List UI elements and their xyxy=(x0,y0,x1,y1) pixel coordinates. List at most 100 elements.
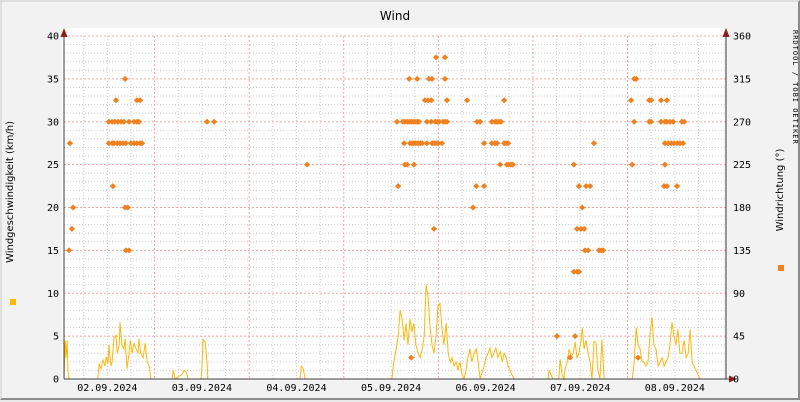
left-tick-label: 25 xyxy=(47,160,59,171)
left-axis-label: Windgeschwindigkeit (km/h) xyxy=(5,121,16,263)
right-tick-label: 45 xyxy=(733,332,745,343)
wind-direction-point xyxy=(122,140,130,147)
left-tick-label: 35 xyxy=(47,74,59,85)
x-axis-date-labels: 02.09.2024 03.09.2024 04.09.2024 05.09.2024… xyxy=(77,383,705,394)
left-tick-label: 20 xyxy=(47,203,59,214)
wind-direction-point xyxy=(629,161,636,168)
wind-direction-point xyxy=(681,118,688,125)
right-axis-label: Windrichtung (°) xyxy=(775,149,786,232)
wind-direction-point xyxy=(415,118,423,125)
wind-direction-point xyxy=(553,333,561,340)
wind-direction-point xyxy=(428,118,435,125)
wind-direction-point xyxy=(670,118,677,125)
wind-direction-point xyxy=(497,118,505,125)
date-label: 02.09.2024 xyxy=(77,383,137,394)
left-axis-arrow-icon xyxy=(60,28,68,37)
right-tick-label: 360 xyxy=(733,32,751,43)
wind-direction-point xyxy=(443,118,451,125)
wind-direction-point xyxy=(125,247,133,254)
wind-direction-point xyxy=(575,268,583,275)
right-axis-arrow-icon xyxy=(722,28,730,37)
major-gridlines xyxy=(64,35,726,379)
left-tick-label: 30 xyxy=(47,117,59,128)
wind-direction-point xyxy=(579,204,586,211)
wind-direction-point xyxy=(647,97,655,104)
rrdtool-watermark: RRDTOOL / TOBI OETIKER xyxy=(791,30,798,145)
right-tick-label: 0 xyxy=(733,375,739,386)
plot-canvas xyxy=(62,28,724,379)
x-axis-arrow-icon xyxy=(729,375,737,383)
wind-direction-point xyxy=(504,140,512,147)
date-label: 07.09.2024 xyxy=(550,383,610,394)
wind-direction-point xyxy=(303,161,311,168)
left-tick-label: 40 xyxy=(47,32,59,43)
wind-speed-line xyxy=(63,284,726,381)
wind-direction-point xyxy=(663,97,671,104)
wind-direction-point xyxy=(493,140,501,147)
wind-direction-point xyxy=(647,118,655,125)
wind-direction-point xyxy=(435,118,443,125)
wind-direction-point xyxy=(434,140,442,147)
wind-direction-point xyxy=(438,140,446,147)
wind-direction-point xyxy=(419,140,426,147)
wind-direction-point xyxy=(599,247,607,254)
wind-direction-point xyxy=(509,161,516,168)
wind-direction-point xyxy=(423,118,431,125)
wind-direction-point xyxy=(408,354,415,361)
wind-direction-point xyxy=(135,118,143,125)
wind-direction-point xyxy=(65,247,73,254)
wind-direction-point xyxy=(66,140,74,147)
wind-direction-point xyxy=(582,183,590,190)
right-axis-tick-labels: 0 45 90 135 180 225 270 315 360 xyxy=(733,32,751,386)
wind-direction-point xyxy=(673,183,681,190)
wind-direction-point xyxy=(631,118,638,125)
wind-direction-point xyxy=(124,204,131,211)
right-tick-label: 180 xyxy=(733,203,751,214)
wind-direction-point xyxy=(423,140,431,147)
axes xyxy=(60,28,737,383)
wind-direction-point xyxy=(69,204,77,211)
wind-direction-point xyxy=(657,118,665,125)
left-axis-tick-labels: 0 5 10 15 20 25 30 35 40 xyxy=(47,32,59,386)
wind-direction-point xyxy=(443,97,451,104)
wind-direction-point xyxy=(627,97,635,104)
wind-direction-point xyxy=(428,75,436,82)
wind-direction-point xyxy=(203,118,211,125)
right-tick-label: 135 xyxy=(733,246,751,257)
wind-direction-point xyxy=(657,97,665,104)
wind-direction-point xyxy=(68,225,76,232)
wind-direction-point xyxy=(566,354,574,361)
wind-direction-point xyxy=(590,140,598,147)
right-tick-label: 90 xyxy=(733,289,745,300)
wind-direction-point xyxy=(441,54,449,61)
speed-legend-square xyxy=(10,299,16,305)
wind-direction-point xyxy=(570,161,578,168)
wind-direction-point xyxy=(393,118,401,125)
date-label: 06.09.2024 xyxy=(455,383,515,394)
date-label: 05.09.2024 xyxy=(361,383,421,394)
wind-direction-point xyxy=(125,118,133,125)
right-tick-label: 225 xyxy=(733,160,751,171)
wind-direction-point xyxy=(112,97,120,104)
wind-direction-point xyxy=(441,75,449,82)
wind-direction-point xyxy=(413,75,421,82)
wind-direction-point xyxy=(432,54,440,61)
wind-direction-point xyxy=(501,97,508,104)
wind-direction-point xyxy=(497,161,504,168)
wind-direction-point xyxy=(469,204,477,211)
wind-direction-point xyxy=(633,75,640,82)
wind-direction-point xyxy=(634,354,642,361)
wind-direction-point xyxy=(463,97,471,104)
wind-direction-point xyxy=(424,97,432,104)
wind-direction-series xyxy=(65,54,688,361)
wind-direction-point xyxy=(661,161,669,168)
chart-title: Wind xyxy=(380,9,410,23)
right-tick-label: 270 xyxy=(733,117,751,128)
wind-direction-point xyxy=(575,183,583,190)
direction-legend-square xyxy=(778,265,784,271)
left-tick-label: 0 xyxy=(53,375,59,386)
wind-direction-point xyxy=(473,183,480,190)
right-tick-label: 315 xyxy=(733,74,751,85)
